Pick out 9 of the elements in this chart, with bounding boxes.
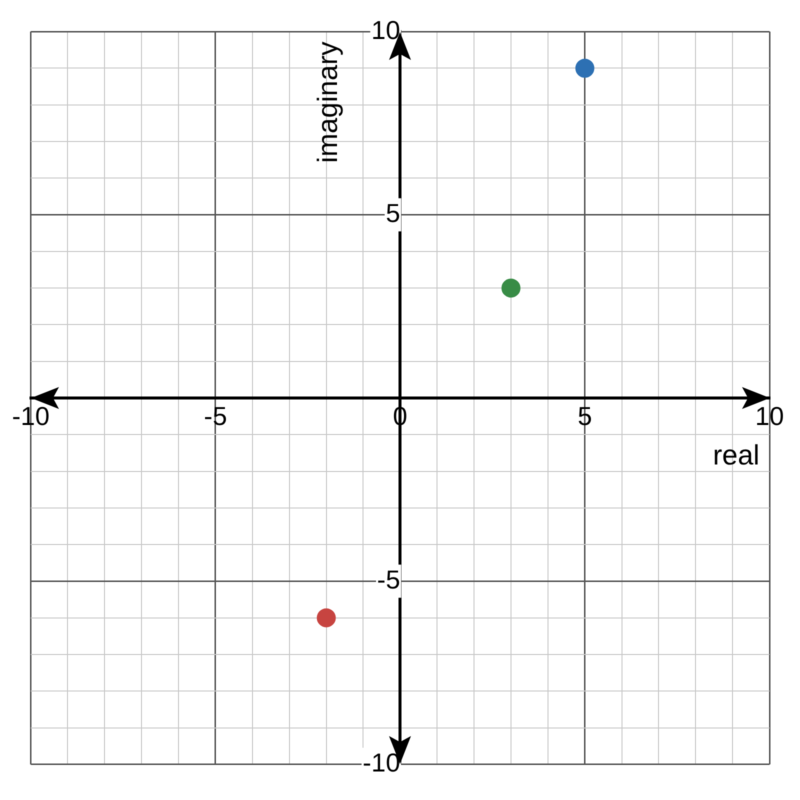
y-tick-label: 10	[371, 14, 400, 45]
x-axis-title: real	[712, 440, 760, 471]
y-tick-label: -5	[377, 564, 400, 594]
y-tick-label: 5	[386, 198, 400, 228]
point	[501, 278, 520, 298]
point	[575, 58, 594, 78]
y-tick-label: -10	[362, 748, 400, 778]
point	[316, 608, 336, 628]
y-axis-title: imaginary	[312, 42, 343, 163]
